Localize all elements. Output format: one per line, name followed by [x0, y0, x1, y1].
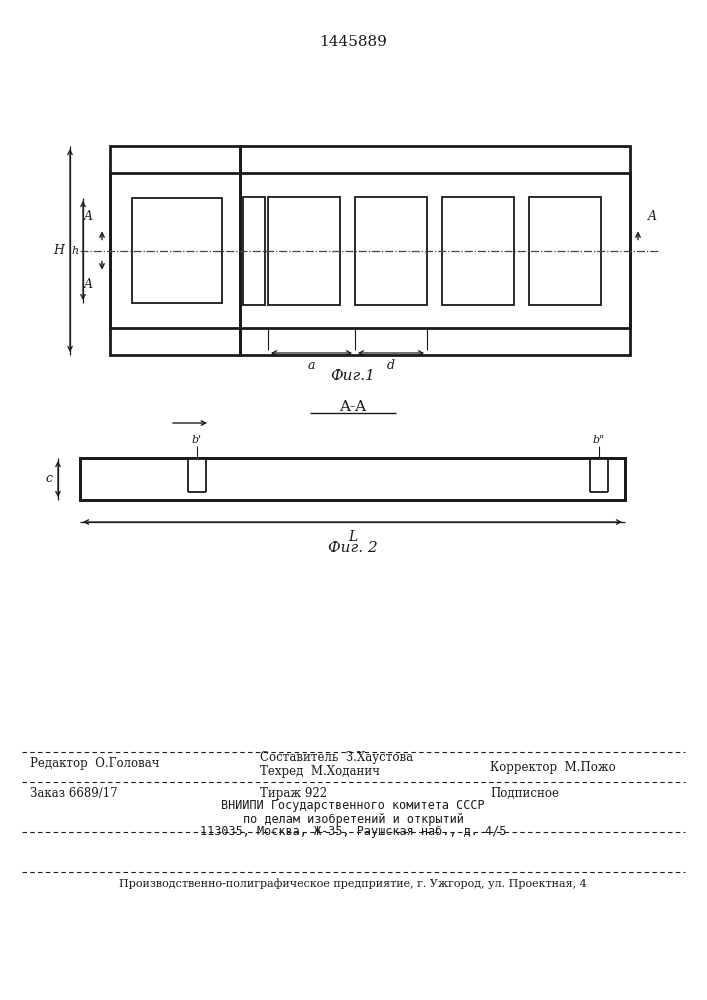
- Bar: [240, 146, 630, 355]
- Bar: [132, 198, 222, 303]
- Text: b': b': [192, 435, 202, 445]
- Text: Подписное: Подписное: [490, 786, 559, 800]
- Text: Тираж 922: Тираж 922: [260, 786, 327, 800]
- Text: A: A: [83, 210, 93, 223]
- Text: по делам изобретений и открытий: по делам изобретений и открытий: [243, 812, 463, 826]
- Bar: [80, 458, 625, 500]
- Bar: [268, 196, 340, 304]
- Text: Фиг.1: Фиг.1: [331, 369, 375, 383]
- Text: b": b": [593, 435, 605, 445]
- Bar: [442, 196, 514, 304]
- Text: Редактор  О.Головач: Редактор О.Головач: [30, 756, 160, 770]
- Bar: [110, 173, 630, 328]
- Bar: [243, 196, 265, 304]
- Text: A-A: A-A: [339, 400, 366, 414]
- Text: A: A: [83, 278, 93, 292]
- Bar: [590, 458, 608, 492]
- Bar: [529, 196, 601, 304]
- Bar: [80, 458, 625, 500]
- Text: Фиг. 2: Фиг. 2: [328, 541, 378, 555]
- Text: L: L: [348, 530, 357, 544]
- Text: Техред  М.Ходанич: Техред М.Ходанич: [260, 766, 380, 778]
- Text: ВНИИПИ Государственного комитета СССР: ВНИИПИ Государственного комитета СССР: [221, 800, 485, 812]
- Text: H: H: [53, 244, 64, 257]
- Text: h: h: [72, 245, 79, 255]
- Text: Корректор  М.Пожо: Корректор М.Пожо: [490, 760, 616, 774]
- Text: d: d: [387, 359, 395, 372]
- Bar: [355, 196, 427, 304]
- Text: c: c: [45, 473, 52, 486]
- Bar: [110, 146, 240, 355]
- Text: 113035, Москва, Ж-35, Раушская наб., д. 4/5: 113035, Москва, Ж-35, Раушская наб., д. …: [200, 826, 506, 838]
- Text: Производственно-полиграфическое предприятие, г. Ужгород, ул. Проектная, 4: Производственно-полиграфическое предприя…: [119, 879, 587, 889]
- Bar: [80, 458, 625, 500]
- Text: Заказ 6689/17: Заказ 6689/17: [30, 786, 117, 800]
- Text: a: a: [308, 359, 315, 372]
- Bar: [188, 458, 206, 492]
- Text: 1445889: 1445889: [319, 35, 387, 49]
- Text: A: A: [648, 210, 657, 223]
- Text: Составитель  З.Хаустова: Составитель З.Хаустова: [260, 752, 413, 764]
